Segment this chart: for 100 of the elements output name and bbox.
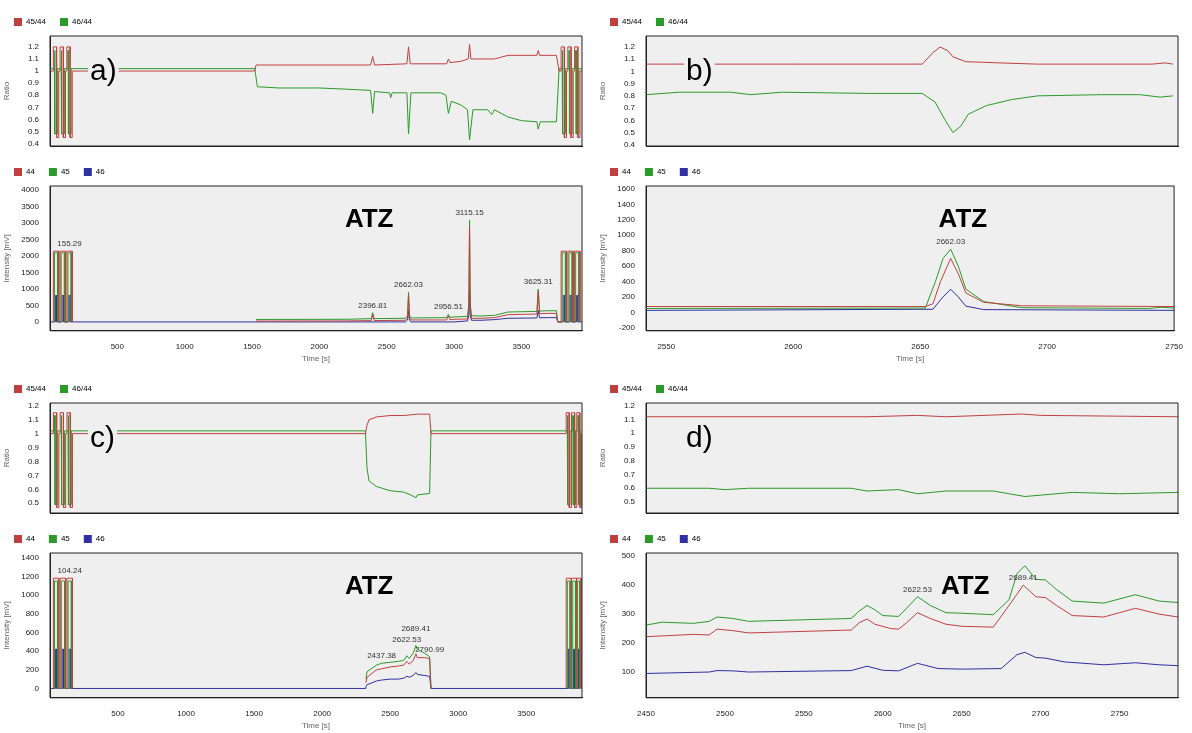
y-tick-label: 500 xyxy=(25,300,40,310)
y-tick-label: 1 xyxy=(34,428,40,438)
y-tick-label: 800 xyxy=(25,608,40,618)
y-tick-label: 1.1 xyxy=(27,54,40,64)
legend-label: 45/44 xyxy=(622,17,643,27)
annotation: a) xyxy=(90,53,117,86)
x-axis-title: Time [s] xyxy=(301,354,331,364)
x-tick-label: 2500 xyxy=(381,708,400,718)
y-tick-label: 0.9 xyxy=(623,78,636,88)
legend-label: 45 xyxy=(60,533,71,543)
y-tick-label: 1.1 xyxy=(27,414,40,424)
x-tick-label: 3500 xyxy=(517,708,536,718)
annotation: 2622.53 xyxy=(392,634,422,644)
x-tick-label: 2550 xyxy=(794,708,814,718)
legend-label: 45 xyxy=(656,167,667,177)
y-tick-label: 2000 xyxy=(21,251,40,261)
x-tick-label: 2000 xyxy=(310,341,329,351)
y-tick-label: 0.9 xyxy=(623,441,636,451)
y-tick-label: 1.2 xyxy=(623,42,636,52)
legend-label: 46/44 xyxy=(668,383,689,393)
y-tick-label: 200 xyxy=(621,292,636,302)
x-tick-label: 1500 xyxy=(243,341,262,351)
y-tick-label: 400 xyxy=(25,645,40,655)
y-tick-label: 2500 xyxy=(21,234,40,244)
x-tick-label: 2600 xyxy=(784,341,803,351)
y-tick-label: 1000 xyxy=(21,284,40,294)
annotation: 2622.53 xyxy=(903,584,933,594)
x-tick-label: 2650 xyxy=(952,708,972,718)
y-tick-label: 0.6 xyxy=(623,482,636,492)
annotation: 2956.51 xyxy=(433,302,464,312)
annotation: c) xyxy=(90,419,115,453)
annotation: ATZ xyxy=(940,569,990,600)
y-tick-label: 1000 xyxy=(21,589,40,599)
x-tick-label: 500 xyxy=(110,341,125,351)
annotation: 3625.31 xyxy=(523,277,554,287)
annotation: ATZ xyxy=(344,569,394,600)
y-tick-label: 0.4 xyxy=(27,138,40,148)
y-tick-label: 600 xyxy=(621,261,636,271)
legend-label: 45 xyxy=(60,167,71,177)
annotation: 2689.41 xyxy=(401,623,431,633)
annotation: 2662.03 xyxy=(394,280,424,290)
y-tick-label: 1500 xyxy=(21,267,40,277)
y-axis-title: Ratio xyxy=(2,447,11,467)
x-tick-label: 1000 xyxy=(177,708,196,718)
legend-label: 46 xyxy=(95,533,106,543)
y-tick-label: 0.6 xyxy=(27,114,40,124)
y-axis-title: Intensity [mV] xyxy=(2,600,11,650)
legend-label: 45/44 xyxy=(622,383,643,393)
annotation: 155.29 xyxy=(57,239,83,249)
x-tick-label: 3000 xyxy=(445,341,464,351)
x-axis-title: Time [s] xyxy=(301,720,331,730)
y-tick-label: 1.1 xyxy=(623,54,636,64)
y-tick-label: 0.7 xyxy=(623,469,636,479)
x-tick-label: 3500 xyxy=(512,341,531,351)
y-tick-label: 1.2 xyxy=(623,400,636,410)
y-axis-title: Ratio xyxy=(598,81,607,101)
legend-label: 44 xyxy=(622,533,632,543)
legend-label: 46/44 xyxy=(72,17,93,27)
y-tick-label: 0.7 xyxy=(623,103,636,113)
annotation: ATZ xyxy=(344,202,394,233)
x-axis-title: Time [s] xyxy=(895,354,925,364)
y-tick-label: 1200 xyxy=(21,571,40,581)
y-tick-label: 0.9 xyxy=(27,442,40,452)
y-tick-label: 0.8 xyxy=(27,456,40,466)
x-tick-label: 2700 xyxy=(1038,341,1057,351)
y-tick-label: 0.5 xyxy=(623,496,636,506)
legend-label: 44 xyxy=(622,167,632,177)
x-tick-label: 2750 xyxy=(1165,341,1184,351)
y-tick-label: 400 xyxy=(621,276,636,286)
legend-label: 44 xyxy=(26,167,36,177)
y-tick-label: 100 xyxy=(621,666,636,676)
y-tick-label: 0 xyxy=(34,683,40,693)
legend-label: 46 xyxy=(95,167,106,177)
legend-label: 45/44 xyxy=(26,17,47,27)
y-tick-label: 800 xyxy=(621,245,636,255)
y-tick-label: 1000 xyxy=(617,230,636,240)
x-tick-label: 2650 xyxy=(911,341,930,351)
x-tick-label: 2500 xyxy=(716,708,735,718)
y-tick-label: 0.8 xyxy=(27,90,40,100)
x-tick-label: 3000 xyxy=(449,708,468,718)
y-tick-label: 1.2 xyxy=(27,400,40,410)
y-tick-label: 1600 xyxy=(617,184,636,194)
annotation: 2437.38 xyxy=(367,650,397,660)
y-tick-label: 0.5 xyxy=(27,126,40,136)
y-axis-title: Ratio xyxy=(2,81,11,101)
x-tick-label: 2500 xyxy=(377,341,397,351)
y-tick-label: 1400 xyxy=(21,552,40,562)
legend-label: 46 xyxy=(691,167,702,177)
y-tick-label: 200 xyxy=(25,664,40,674)
x-tick-label: 2450 xyxy=(637,708,656,718)
y-tick-label: 0.5 xyxy=(27,497,40,507)
annotation: 2396.81 xyxy=(358,300,388,310)
x-tick-label: 2700 xyxy=(1031,708,1051,718)
y-tick-label: 0 xyxy=(34,317,40,327)
y-tick-label: 1.2 xyxy=(27,42,40,52)
y-tick-label: 0.4 xyxy=(623,139,636,149)
x-tick-label: 2600 xyxy=(873,708,893,718)
annotation: 2662.03 xyxy=(936,237,966,247)
y-tick-label: 0.6 xyxy=(623,115,636,125)
y-axis-title: Intensity [mV] xyxy=(2,234,11,283)
